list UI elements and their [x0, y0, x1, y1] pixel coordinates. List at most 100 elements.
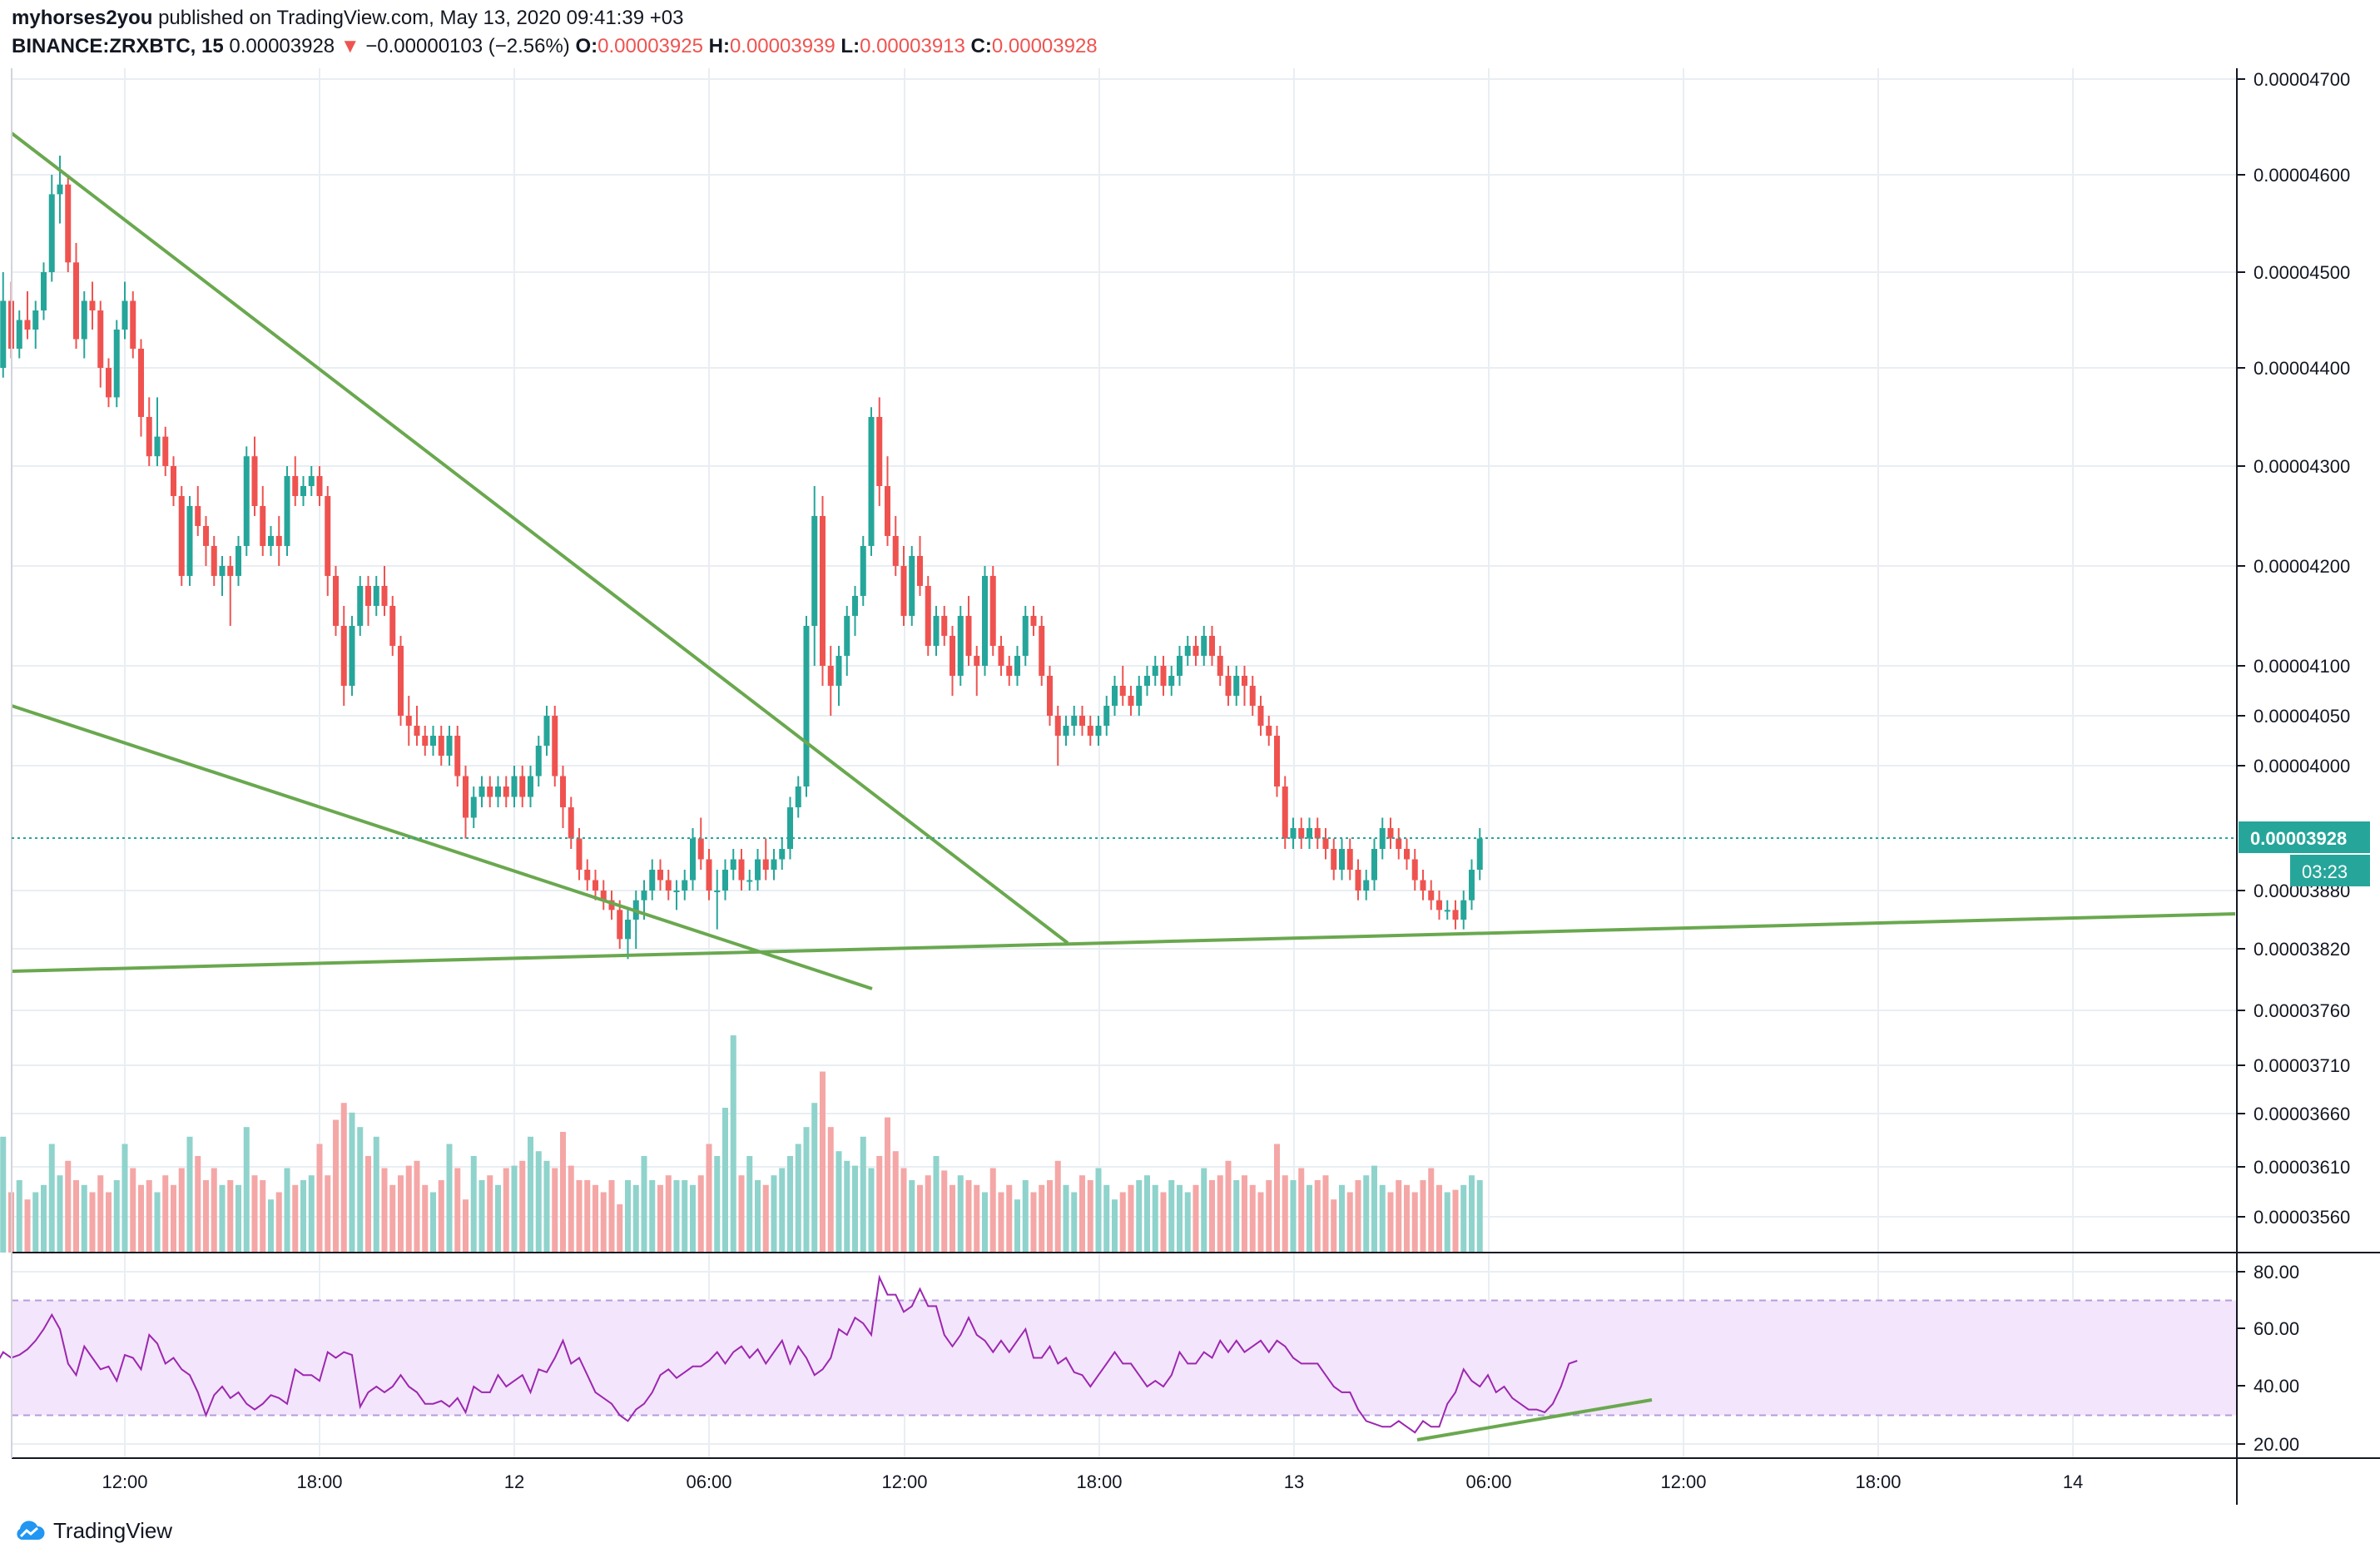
volume-bar [528, 1136, 533, 1253]
volume-bar [1063, 1184, 1069, 1253]
volume-bar [1136, 1180, 1143, 1253]
candle-body [722, 870, 728, 891]
candle-body [762, 859, 769, 870]
volume-bar [495, 1184, 501, 1253]
rsi-band [12, 1299, 2237, 1417]
candle-body [1444, 910, 1450, 912]
volume-bar [965, 1180, 972, 1253]
time-tick-label: 14 [2063, 1471, 2083, 1492]
candle-body [876, 417, 883, 486]
candle-body [1112, 686, 1118, 706]
candle-body [1322, 838, 1329, 849]
volume-bar [1128, 1184, 1134, 1253]
volume-bar [243, 1127, 250, 1253]
volume-bar [333, 1119, 339, 1253]
volume-bar [430, 1192, 436, 1253]
candle-body [917, 556, 923, 586]
candle-body [186, 506, 193, 576]
volume-bar [779, 1168, 786, 1253]
candle-body [827, 666, 834, 686]
volume-bar [81, 1184, 87, 1253]
volume-bar [852, 1165, 858, 1253]
candle-body [1079, 716, 1085, 726]
volume-bar [227, 1180, 234, 1253]
candle-body [349, 626, 355, 686]
candle-body [1136, 686, 1143, 706]
volume-bar [268, 1199, 274, 1253]
volume-bar [146, 1180, 152, 1253]
price-tick-label: 0.00004300 [2254, 456, 2350, 477]
author-name[interactable]: myhorses2you [12, 7, 153, 29]
candle-body [48, 194, 55, 272]
volume-bar [1103, 1184, 1110, 1253]
volume-bar [325, 1175, 331, 1253]
candle-body [1242, 676, 1247, 686]
candle-body [1225, 676, 1232, 696]
candle-body [113, 330, 120, 398]
candle-body [697, 838, 704, 860]
candle-body [909, 556, 915, 616]
low-label: L: [840, 35, 860, 57]
candle-body [73, 262, 79, 340]
candle-body [268, 536, 274, 546]
candle-body [470, 796, 477, 818]
candle-body [260, 506, 266, 546]
volume-bar [657, 1184, 663, 1253]
volume-bar [1079, 1175, 1085, 1253]
candle-body [478, 786, 485, 797]
volume-bar [511, 1165, 518, 1253]
trendlines[interactable] [10, 131, 2236, 1441]
volume-bar [275, 1192, 282, 1253]
volume-bars [0, 1035, 1483, 1253]
volume-bar [65, 1160, 72, 1253]
candle-body [81, 300, 87, 340]
candle-body [243, 456, 250, 546]
time-axis[interactable]: 12:00 18:00 12 06:00 12:00 18:00 13 06:00 12:00 1… [102, 1471, 2083, 1492]
rsi-tick-label: 20.00 [2254, 1434, 2299, 1455]
volume-bar [89, 1192, 96, 1253]
rsi-tick-label: 40.00 [2254, 1376, 2299, 1397]
candle-body [860, 546, 866, 596]
volume-bar [32, 1192, 39, 1253]
candle-body [844, 616, 850, 656]
candle-body [617, 910, 623, 940]
falling-resistance-line [10, 131, 1069, 945]
candle-body [146, 417, 152, 457]
volume-bar [755, 1180, 761, 1253]
candle-body [950, 636, 955, 676]
candle-body [998, 646, 1004, 666]
candle-body [227, 566, 234, 576]
candle-body [178, 496, 185, 576]
close-value: 0.00003928 [991, 35, 1098, 57]
volume-bar [860, 1136, 866, 1253]
rsi-line [0, 1274, 1578, 1434]
volume-bar [641, 1156, 647, 1253]
current-price-label: 0.00003928 [2250, 828, 2347, 849]
symbol-label[interactable]: BINANCE:ZRXBTC, 15 [12, 35, 224, 57]
tradingview-logo[interactable]: TradingView [13, 1518, 172, 1544]
candle-body [665, 880, 672, 891]
volume-bar [1346, 1192, 1353, 1253]
volume-bar [1266, 1180, 1272, 1253]
volume-bar [340, 1103, 347, 1253]
volume-bar [1428, 1168, 1435, 1253]
last-price: 0.00003928 [229, 35, 335, 57]
rsi-axis[interactable]: 80.00 60.00 40.00 20.00 [2237, 1262, 2299, 1455]
candle-body [284, 476, 290, 546]
volume-bar [1379, 1184, 1386, 1253]
time-tick-label: 12:00 [1660, 1471, 1706, 1492]
candle-body [1404, 849, 1410, 860]
candle-body [1071, 716, 1078, 726]
volume-bar [171, 1184, 176, 1253]
candle-body [576, 838, 583, 870]
candle-body [1355, 870, 1361, 891]
candle-body [308, 476, 315, 486]
price-axis[interactable]: 0.00004700 0.00004600 0.00004500 0.00004400… [2237, 69, 2350, 1228]
candle-body [32, 310, 39, 330]
candle-body [1346, 849, 1353, 870]
volume-bar [1307, 1184, 1312, 1253]
volume-bar [982, 1192, 988, 1253]
volume-bar [933, 1156, 940, 1253]
candle-body [795, 786, 801, 807]
